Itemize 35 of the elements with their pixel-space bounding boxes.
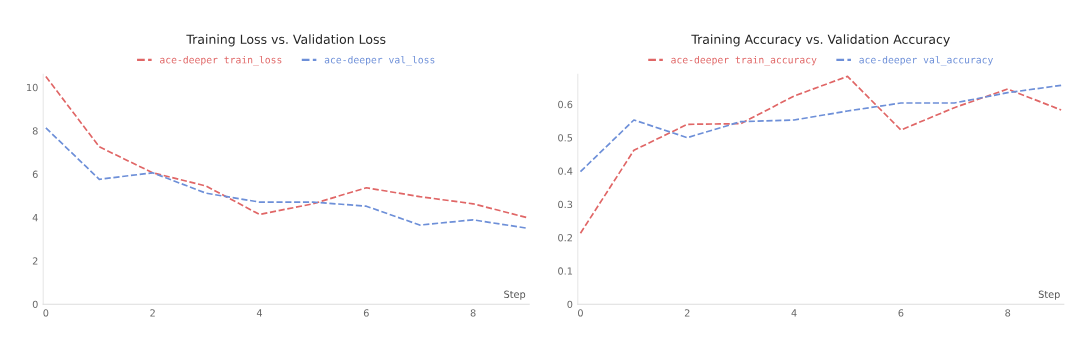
y-tick-label: 0.5 bbox=[558, 134, 573, 142]
chart-title: Training Accuracy vs. Validation Accuracy bbox=[691, 34, 950, 47]
y-tick-label: 10 bbox=[27, 83, 38, 92]
line-series bbox=[579, 75, 1062, 235]
y-tick-label: 0 bbox=[567, 300, 573, 309]
x-tick-label: 2 bbox=[150, 309, 155, 317]
legend-label: ace-deeper val_accuracy bbox=[859, 55, 993, 66]
y-tick-label: 0.1 bbox=[558, 267, 573, 275]
line-series bbox=[45, 75, 528, 219]
y-tick-label: 0.3 bbox=[558, 200, 573, 209]
y-tick-label: 8 bbox=[32, 127, 38, 135]
line-series bbox=[45, 127, 528, 229]
x-tick-label: 0 bbox=[43, 309, 49, 317]
x-tick-label: 0 bbox=[578, 309, 583, 317]
x-tick-label: 2 bbox=[684, 309, 690, 317]
y-tick-label: 6 bbox=[32, 170, 38, 178]
x-axis-title: Step bbox=[504, 290, 526, 300]
x-tick-label: 8 bbox=[1005, 309, 1011, 317]
legend-label: ace-deeper train_loss bbox=[160, 55, 282, 66]
x-tick-label: 8 bbox=[470, 309, 476, 317]
y-tick-label: 0.4 bbox=[558, 167, 573, 175]
x-tick-label: 6 bbox=[898, 309, 904, 317]
x-tick-label: 4 bbox=[791, 309, 797, 317]
y-tick-label: 4 bbox=[32, 214, 38, 222]
x-tick-label: 6 bbox=[363, 309, 369, 317]
legend-label: ace-deeper train_accuracy bbox=[671, 55, 817, 66]
line-series bbox=[579, 84, 1062, 173]
y-tick-label: 0.6 bbox=[558, 100, 573, 109]
y-tick-label: 0 bbox=[32, 300, 38, 309]
legend-label: ace-deeper val_loss bbox=[324, 55, 435, 66]
y-tick-label: 0.2 bbox=[558, 234, 572, 242]
y-tick-label: 2 bbox=[32, 257, 38, 265]
x-tick-label: 4 bbox=[256, 309, 263, 317]
chart-title: Training Loss vs. Validation Loss bbox=[186, 34, 386, 47]
x-axis-title: Step bbox=[1038, 290, 1060, 300]
